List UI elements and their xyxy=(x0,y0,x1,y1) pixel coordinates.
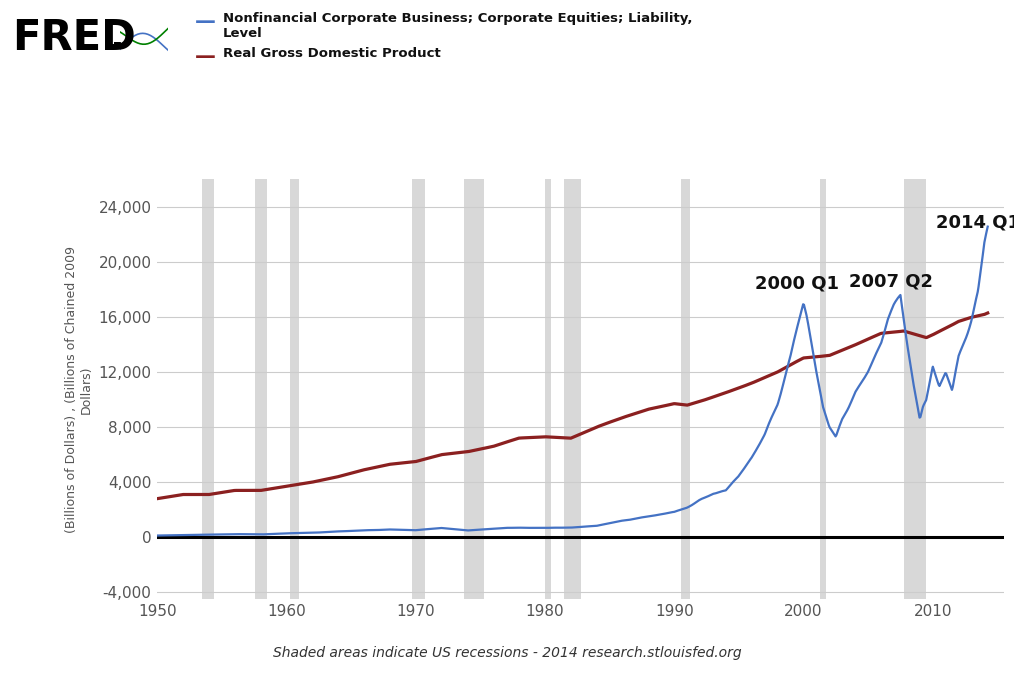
Bar xyxy=(545,179,552,599)
Text: Real Gross Domestic Product: Real Gross Domestic Product xyxy=(223,47,441,60)
Text: Nonfinancial Corporate Business; Corporate Equities; Liability,
Level: Nonfinancial Corporate Business; Corpora… xyxy=(223,12,693,40)
Bar xyxy=(680,179,691,599)
Text: —: — xyxy=(195,47,216,68)
Bar xyxy=(413,179,426,599)
Text: 2014 Q1: 2014 Q1 xyxy=(936,214,1014,232)
Bar xyxy=(565,179,581,599)
Text: 2007 Q2: 2007 Q2 xyxy=(850,273,934,291)
Text: —: — xyxy=(195,12,216,32)
Text: .: . xyxy=(110,19,125,57)
Bar xyxy=(819,179,826,599)
Bar xyxy=(903,179,927,599)
Bar xyxy=(464,179,484,599)
Text: Shaded areas indicate US recessions - 2014 research.stlouisfed.org: Shaded areas indicate US recessions - 20… xyxy=(273,646,741,660)
Text: 2000 Q1: 2000 Q1 xyxy=(755,274,839,292)
Bar xyxy=(256,179,267,599)
Y-axis label: (Billions of Dollars) , (Billions of Chained 2009
Dollars): (Billions of Dollars) , (Billions of Cha… xyxy=(65,246,93,533)
Text: FRED: FRED xyxy=(12,17,136,59)
Bar xyxy=(290,179,299,599)
Bar xyxy=(203,179,214,599)
